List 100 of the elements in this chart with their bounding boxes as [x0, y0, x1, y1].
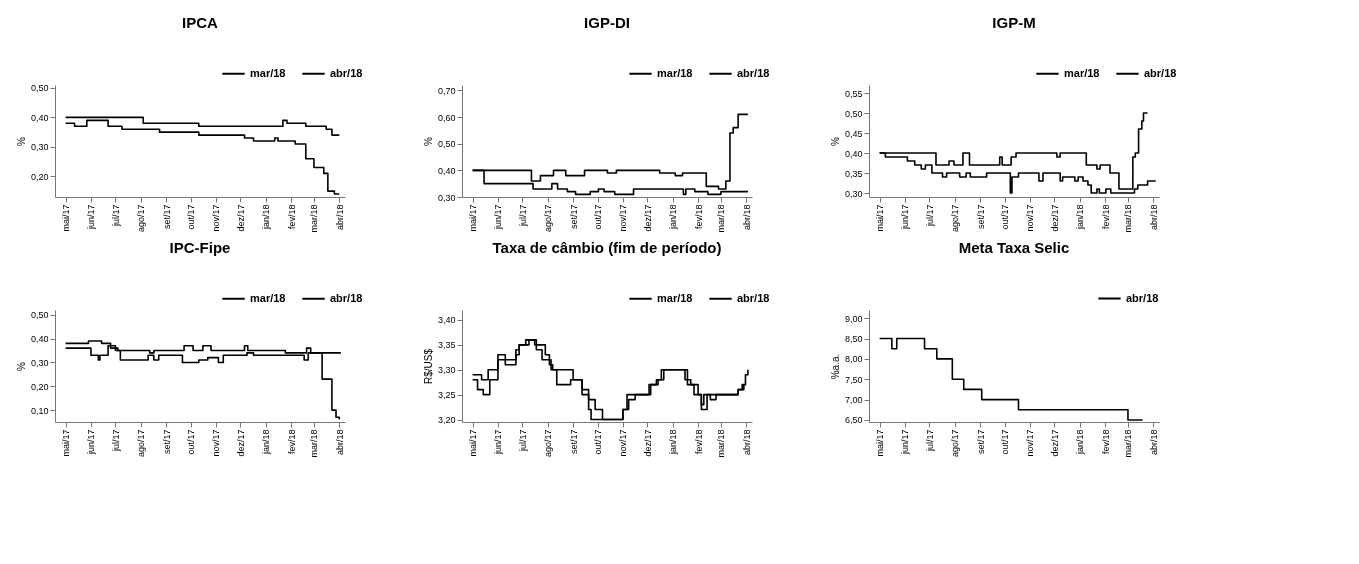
y-tick-label: 0,50: [844, 108, 863, 119]
y-tick-label: 3,20: [437, 415, 456, 426]
x-tick-label: dez/17: [235, 204, 246, 232]
x-tick-label: set/17: [975, 429, 986, 455]
x-tick-label: jul/17: [110, 204, 121, 228]
y-tick-label: 0,30: [437, 192, 456, 203]
y-tick-label: 0,50: [30, 83, 49, 94]
y-tick-label: 7,50: [844, 374, 863, 385]
x-tick-label: out/17: [1000, 204, 1011, 230]
x-tick-label: nov/17: [211, 429, 222, 457]
x-tick-label: jun/17: [86, 429, 97, 456]
x-tick-label: set/17: [568, 429, 579, 455]
x-tick-label: mar/18: [716, 429, 727, 458]
legend-label: abr/18: [737, 291, 770, 304]
x-tick-label: fev/18: [286, 429, 297, 455]
y-tick-label: 0,20: [30, 171, 49, 182]
x-tick-label: fev/18: [693, 204, 704, 230]
legend-label: mar/18: [250, 66, 286, 79]
y-tick-label: 0,50: [30, 310, 49, 321]
x-tick-label: fev/18: [693, 429, 704, 455]
x-tick-label: out/17: [186, 204, 197, 230]
y-axis-title: %: [15, 361, 27, 371]
x-tick-label: abr/18: [741, 429, 752, 456]
x-tick-label: jan/18: [668, 429, 679, 456]
x-tick-label: abr/18: [334, 204, 345, 231]
x-tick-label: mai/17: [468, 429, 479, 457]
x-tick-label: nov/17: [618, 429, 629, 457]
x-tick-label: fev/18: [1100, 204, 1111, 230]
y-axis-title: R$/US$: [422, 348, 434, 385]
chart-title: IPCA: [182, 14, 219, 31]
x-tick-label: mar/18: [309, 204, 320, 233]
y-tick-label: 0,40: [30, 112, 49, 123]
y-tick-label: 0,10: [30, 405, 49, 416]
y-tick-label: 8,00: [844, 354, 863, 365]
x-tick-label: out/17: [593, 429, 604, 455]
chart-title: IPC-Fipe: [169, 239, 231, 256]
x-tick-label: jun/17: [493, 429, 504, 456]
x-tick-label: dez/17: [642, 429, 653, 457]
x-tick-label: jun/17: [900, 429, 911, 456]
legend-label: mar/18: [657, 66, 693, 79]
x-tick-label: out/17: [186, 429, 197, 455]
x-tick-label: set/17: [161, 204, 172, 230]
x-tick-label: ago/17: [543, 204, 554, 233]
chart-title: Taxa de câmbio (fim de período): [492, 239, 722, 256]
x-tick-label: mai/17: [875, 204, 886, 232]
x-tick-label: jul/17: [517, 429, 528, 453]
chart-title: Meta Taxa Selic: [958, 239, 1070, 256]
x-tick-label: ago/17: [950, 429, 961, 458]
y-tick-label: 3,35: [437, 340, 456, 351]
x-tick-label: mar/18: [1123, 429, 1134, 458]
legend-label: abr/18: [330, 66, 363, 79]
y-tick-label: 0,50: [437, 139, 456, 150]
x-tick-label: ago/17: [136, 204, 147, 233]
x-tick-label: abr/18: [1148, 429, 1159, 456]
chart-title: IGP-M: [992, 14, 1036, 31]
y-tick-label: 0,30: [30, 142, 49, 153]
x-tick-label: nov/17: [618, 204, 629, 232]
y-axis-title: %a.a.: [829, 353, 841, 380]
y-tick-label: 0,60: [437, 112, 456, 123]
y-tick-label: 0,30: [30, 357, 49, 368]
x-tick-label: jun/17: [900, 204, 911, 231]
y-tick-label: 3,25: [437, 390, 456, 401]
y-tick-label: 0,55: [844, 88, 863, 99]
legend-label: mar/18: [250, 291, 286, 304]
x-tick-label: mai/17: [875, 429, 886, 457]
x-tick-label: jul/17: [110, 429, 121, 453]
y-tick-label: 3,40: [437, 315, 456, 326]
x-tick-label: mai/17: [61, 204, 72, 232]
x-tick-label: dez/17: [642, 204, 653, 232]
y-axis-title: %: [422, 136, 434, 146]
y-tick-label: 9,00: [844, 313, 863, 324]
x-tick-label: abr/18: [334, 429, 345, 456]
x-tick-label: jan/18: [261, 429, 272, 456]
x-tick-label: mai/17: [61, 429, 72, 457]
x-tick-label: set/17: [975, 204, 986, 230]
y-tick-label: 3,30: [437, 365, 456, 376]
x-tick-label: fev/18: [1100, 429, 1111, 455]
legend-label: abr/18: [1144, 66, 1177, 79]
y-tick-label: 0,40: [437, 165, 456, 176]
legend-label: abr/18: [330, 291, 363, 304]
y-tick-label: 8,50: [844, 334, 863, 345]
y-tick-label: 0,35: [844, 168, 863, 179]
x-tick-label: jan/18: [261, 204, 272, 231]
x-tick-label: jul/17: [924, 429, 935, 453]
x-tick-label: out/17: [593, 204, 604, 230]
y-tick-label: 0,30: [844, 188, 863, 199]
y-tick-label: 0,40: [30, 334, 49, 345]
y-axis-title: %: [15, 136, 27, 146]
x-tick-label: nov/17: [1025, 429, 1036, 457]
x-tick-label: mar/18: [716, 204, 727, 233]
y-tick-label: 0,20: [30, 381, 49, 392]
legend-label: abr/18: [737, 66, 770, 79]
x-tick-label: jan/18: [668, 204, 679, 231]
x-tick-label: nov/17: [211, 204, 222, 232]
x-tick-label: jan/18: [1075, 204, 1086, 231]
x-tick-label: out/17: [1000, 429, 1011, 455]
x-tick-label: jun/17: [86, 204, 97, 231]
x-tick-label: mar/18: [309, 429, 320, 458]
x-tick-label: jan/18: [1075, 429, 1086, 456]
x-tick-label: ago/17: [136, 429, 147, 458]
